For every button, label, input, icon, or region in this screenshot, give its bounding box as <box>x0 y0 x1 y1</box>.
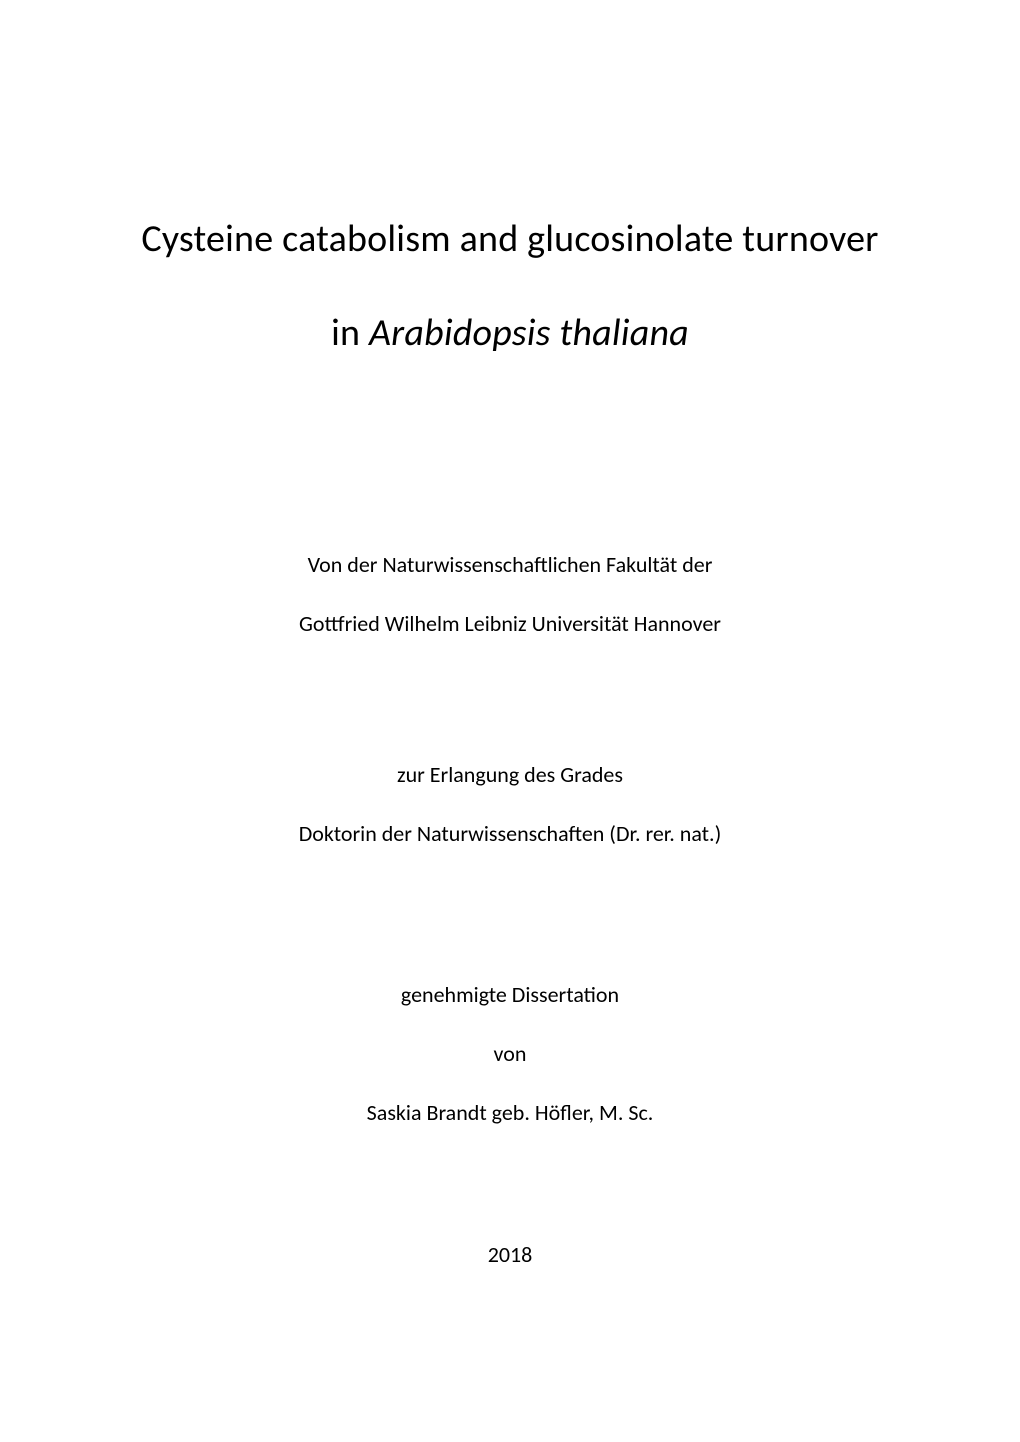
year: 2018 <box>0 1240 1020 1271</box>
title-line-1: Cysteine catabolism and glucosinolate tu… <box>0 216 1020 262</box>
faculty-line-1: Von der Naturwissenschaftlichen Fakultät… <box>0 550 1020 581</box>
year-block: 2018 <box>0 1240 1020 1271</box>
degree-line-2: Doktorin der Naturwissenschaften (Dr. re… <box>0 819 1020 850</box>
approved-line-1: genehmigte Dissertation <box>0 980 1020 1011</box>
approved-block: genehmigte Dissertation von Saskia Brand… <box>0 980 1020 1128</box>
title-page: Cysteine catabolism and glucosinolate tu… <box>0 0 1020 1442</box>
degree-block: zur Erlangung des Grades Doktorin der Na… <box>0 760 1020 850</box>
title-line-2: in Arabidopsis thaliana <box>0 310 1020 356</box>
title-line-2-species: Arabidopsis thaliana <box>369 310 689 356</box>
author-name: Saskia Brandt geb. Höfler, M. Sc. <box>0 1098 1020 1129</box>
faculty-block: Von der Naturwissenschaftlichen Fakultät… <box>0 550 1020 640</box>
title-line-2-prefix: in <box>331 310 369 356</box>
degree-line-1: zur Erlangung des Grades <box>0 760 1020 791</box>
faculty-line-2: Gottfried Wilhelm Leibniz Universität Ha… <box>0 609 1020 640</box>
dissertation-title: Cysteine catabolism and glucosinolate tu… <box>0 216 1020 356</box>
approved-line-2: von <box>0 1039 1020 1070</box>
